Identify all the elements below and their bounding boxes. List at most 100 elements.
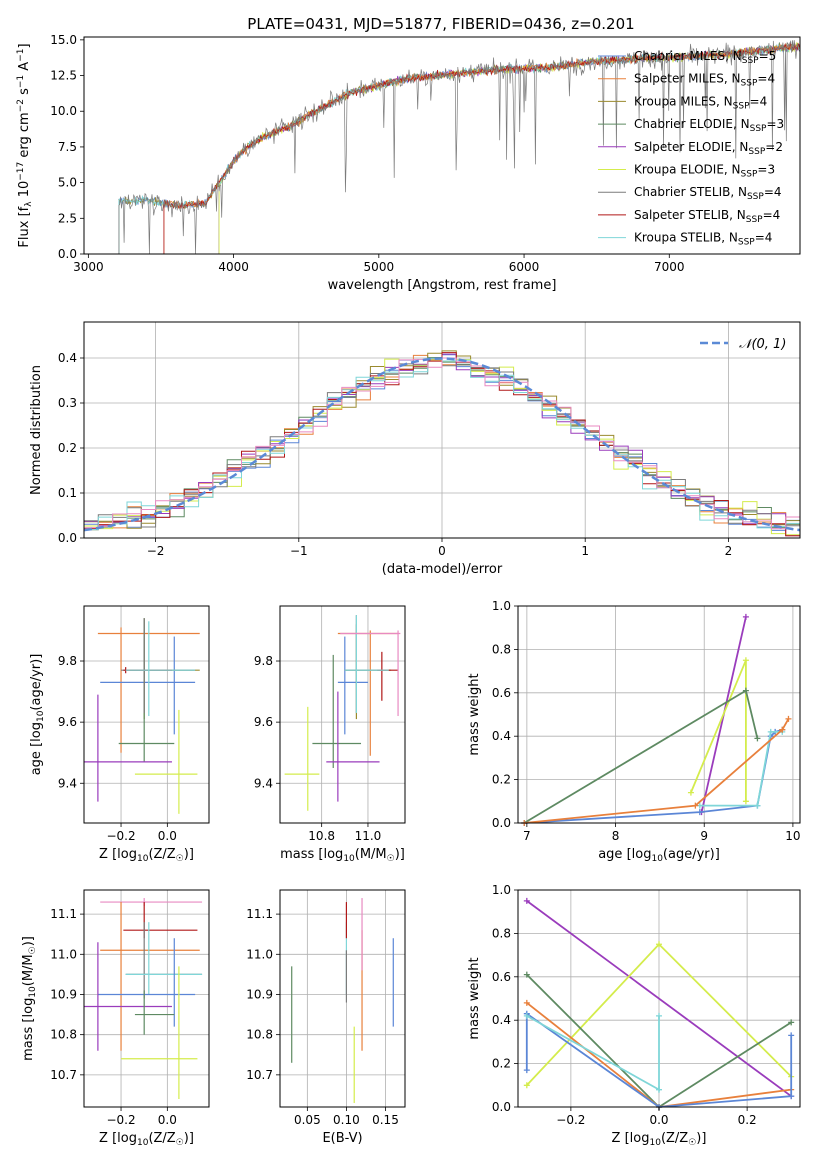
residuals-xtick-label-4: 2 <box>725 544 733 558</box>
mass_weight_vs_age-xtick-label-0: 7 <box>523 829 531 843</box>
mass_vs_Z-point-3 <box>125 922 203 999</box>
spectrum-ytick-label-5: 12.5 <box>50 69 77 83</box>
mass_weight_vs_age-axes <box>518 605 800 824</box>
mass_weight_vs_age-marker-1-2 <box>742 798 749 805</box>
spectrum-legend-label-8: Kroupa STELIB, NSSP=4 <box>634 231 772 248</box>
age_vs_mass-point-9 <box>340 630 401 717</box>
spectrum-legend-label-1: Salpeter MILES, NSSP=4 <box>634 72 775 89</box>
mass_vs_Z-ytick-label-1: 10.8 <box>50 1028 77 1042</box>
age_vs_mass-point-4 <box>326 691 380 802</box>
age_vs_Z-point-6 <box>121 618 196 713</box>
mass_weight_vs_Z-marker-0-0 <box>523 897 530 904</box>
mass_weight_vs_Z-xlabel: Z [log10(Z/Z☉)] <box>612 1131 707 1148</box>
residuals-legend-label: 𝒩(0, 1) <box>739 337 786 352</box>
age_vs_Z-point-3 <box>118 618 175 762</box>
mass_weight_vs_age-marker-3-1 <box>696 809 703 816</box>
mass_weight_vs_Z-series-5 <box>526 1015 660 1092</box>
mass_weight_vs_age-ytick-label-5: 1.0 <box>492 599 511 613</box>
residuals-xtick-label-3: 1 <box>581 544 589 558</box>
mass_weight_vs_Z-ylabel: mass weight <box>467 957 482 1039</box>
mass_weight_vs_Z-marker-4-4 <box>788 1032 795 1039</box>
spectrum-ytick-label-3: 7.5 <box>58 140 77 154</box>
mass_weight_vs_age-xtick-label-2: 9 <box>700 829 708 843</box>
age_vs_mass-point-3 <box>312 654 362 768</box>
residuals-ytick-label-4: 0.4 <box>58 351 77 365</box>
mass_vs_Z-ylabel: mass [log10(M/M☉)] <box>21 936 38 1061</box>
age_vs_mass-ytick-label-0: 9.4 <box>254 776 273 790</box>
mass_weight_vs_age-marker-2-2 <box>754 735 761 742</box>
mass_weight_vs_age-marker-4-2 <box>767 728 774 735</box>
mass_weight_vs_age-marker-0-1 <box>742 613 749 620</box>
mass_vs_ebv-ytick-label-4: 11.1 <box>246 907 273 921</box>
age_vs_Z-ytick-label-0: 9.4 <box>58 776 77 790</box>
mass_weight_vs_age-ytick-label-3: 0.6 <box>492 686 511 700</box>
mass_vs_Z-frame <box>83 889 210 1108</box>
mass_weight_vs_Z-marker-3-0 <box>523 999 530 1006</box>
mass_vs_ebv-xlabel: E(B-V) <box>322 1131 362 1146</box>
mass_weight_vs_age-ytick-label-2: 0.4 <box>492 729 511 743</box>
residuals-xtick-label-1: −1 <box>290 544 308 558</box>
residuals-xtick-label-0: −2 <box>147 544 165 558</box>
mass_vs_ebv-ytick-label-0: 10.7 <box>246 1068 273 1082</box>
mass_weight_vs_Z-marker-1-0 <box>523 1082 530 1089</box>
spectrum-frame <box>83 36 801 255</box>
mass_weight_vs_Z-ytick-label-4: 0.8 <box>492 926 511 940</box>
mass_vs_ebv-ytick-label-3: 11.0 <box>246 947 273 961</box>
mass_vs_Z-ytick-label-2: 10.9 <box>50 987 77 1001</box>
mass_weight_vs_age-xtick-label-1: 8 <box>612 829 620 843</box>
mass_weight_vs_age-series-4 <box>699 731 783 807</box>
mass_weight_vs_age-marker-4-1 <box>754 802 761 809</box>
age_vs_Z-xtick-label-0: −0.2 <box>106 829 135 843</box>
mass_vs_Z-plot-area <box>84 898 203 1099</box>
mass_weight_vs_age-ylabel: mass weight <box>467 673 482 755</box>
mass_weight_vs_age-series-5 <box>524 718 790 824</box>
mass_weight_vs_Z-marker-5-0 <box>523 1012 530 1019</box>
residuals-gaussian-curve <box>83 357 801 532</box>
mass_vs_ebv-xtick-label-0: 0.05 <box>294 1113 321 1127</box>
mass_vs_Z-xtick-label-0: −0.2 <box>106 1113 135 1127</box>
spectrum-legend: Chabrier MILES, NSSP=5 Salpeter MILES, NS… <box>598 49 784 248</box>
residuals-ytick-label-3: 0.3 <box>58 396 77 410</box>
age_vs_mass-point-5 <box>284 706 320 811</box>
age_vs_Z-ylabel: age [log10(age/yr)] <box>29 654 46 776</box>
mass_weight_vs_Z-xtick-label-0: −0.2 <box>556 1113 585 1127</box>
mass_vs_ebv-frame <box>279 889 406 1108</box>
mass_vs_Z-ytick-label-0: 10.7 <box>50 1068 77 1082</box>
mass_weight_vs_Z-marker-5-2 <box>656 1012 662 1019</box>
residuals-ytick-label-0: 0.0 <box>58 531 77 545</box>
mass_weight_vs_age-ytick-label-4: 0.8 <box>492 642 511 656</box>
mass_vs_ebv-plot-area <box>291 898 394 1103</box>
residuals-ylabel: Normed distribution <box>29 365 44 495</box>
age_vs_mass-xlabel: mass [log10(M/M☉)] <box>280 847 405 864</box>
residuals-ytick-label-1: 0.1 <box>58 486 77 500</box>
age_vs_Z-ticks: −0.2 0.0 9.4 9.6 9.8 Z [log10(Z/Z☉)] age [log1… <box>29 605 210 864</box>
spectrum-ytick-label-1: 2.5 <box>58 211 77 225</box>
age_vs_mass-ytick-label-2: 9.8 <box>254 654 273 668</box>
mass_weight_vs_Z-marker-4-0 <box>523 1067 530 1074</box>
mass_weight_vs_Z-ytick-label-3: 0.6 <box>492 970 511 984</box>
mass_vs_Z-ytick-label-4: 11.1 <box>50 907 77 921</box>
mass_weight_vs_age-marker-1-1 <box>742 657 749 664</box>
mass_vs_Z-point-1 <box>123 902 198 939</box>
mass_vs_Z-point-6 <box>84 942 172 1051</box>
age_vs_Z-plot-area <box>84 618 200 814</box>
mass_weight_vs_Z-ytick-label-5: 1.0 <box>492 883 511 897</box>
mass_vs_Z-ticks: −0.2 0.0 10.7 10.8 10.9 11.0 11.1 Z [log10(Z/Z☉… <box>21 889 210 1148</box>
mass_vs_Z-xtick-label-1: 0.0 <box>158 1113 177 1127</box>
spectrum-ytick-label-4: 10.0 <box>50 104 77 118</box>
age_vs_Z-axes <box>84 606 209 823</box>
spectrum-xtick-label-4: 7000 <box>654 260 685 274</box>
mass_weight_vs_age-marker-2-1 <box>742 687 749 694</box>
age_vs_mass-point-7 <box>377 651 399 701</box>
spectrum-ytick-label-6: 15.0 <box>50 33 77 47</box>
age_vs_mass-point-8 <box>344 615 389 713</box>
spectrum-ytick-label-0: 0.0 <box>58 247 77 261</box>
mass_weight_vs_age-plot-area <box>521 613 792 826</box>
age_vs_mass-point-6 <box>344 615 387 713</box>
age_vs_Z-xtick-label-1: 0.0 <box>158 829 177 843</box>
age_vs_Z-xlabel: Z [log10(Z/Z☉)] <box>99 847 194 864</box>
mass_weight_vs_age-xlabel: age [log10(age/yr)] <box>598 847 720 864</box>
age_vs_mass-plot-area <box>284 615 401 811</box>
age_vs_mass-frame <box>279 605 406 824</box>
